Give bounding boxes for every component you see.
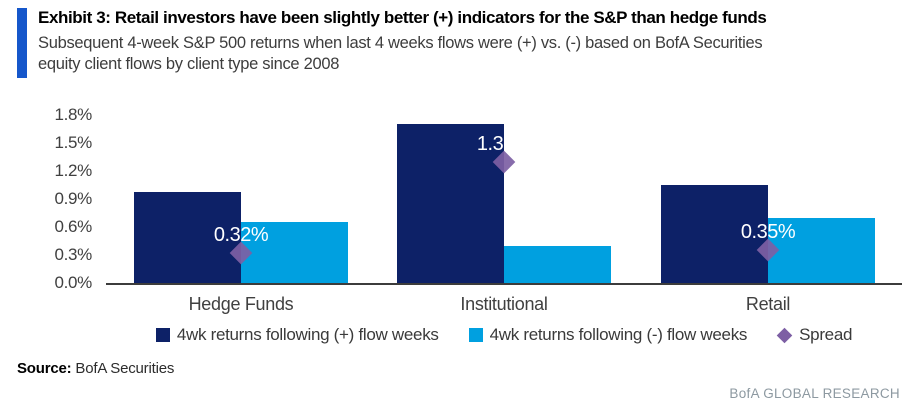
y-axis-tick-label: 0.3% [54, 245, 92, 264]
y-axis-tick-label: 0.6% [54, 217, 92, 236]
exhibit-accent-bar [17, 8, 27, 78]
brand-footer: BofA GLOBAL RESEARCH [729, 386, 900, 401]
spread-value-label: 0.32% [213, 224, 269, 247]
y-axis-tick-label: 1.2% [54, 161, 92, 180]
bar-negative-1 [504, 245, 611, 283]
spread-value-label: 0.35% [740, 221, 796, 244]
source-line: Source: BofA Securities [17, 360, 174, 377]
bar-positive-1 [397, 124, 504, 283]
source-label: Source: [17, 360, 72, 377]
subtitle-line-1: Subsequent 4-week S&P 500 returns when l… [38, 34, 763, 52]
legend-label-positive: 4wk returns following (+) flow weeks [176, 325, 439, 344]
x-axis-line [106, 283, 902, 285]
x-axis-category-label: Institutional [460, 294, 548, 314]
bar-positive-0 [134, 192, 241, 283]
bar-negative-2 [768, 217, 875, 283]
exhibit-subtitle: Subsequent 4-week S&P 500 returns when l… [38, 33, 883, 75]
legend-item-positive-flows: 4wk returns following (+) flow weeks [155, 325, 439, 345]
bar-positive-2 [661, 185, 768, 283]
legend-label-spread: Spread [799, 325, 853, 344]
exhibit-title: Exhibit 3: Retail investors have been sl… [38, 8, 767, 27]
x-axis-category-label: Retail [745, 294, 791, 314]
legend-item-spread: Spread [776, 325, 853, 345]
purple-diamond-icon [776, 327, 793, 343]
y-axis-tick-label: 0.9% [54, 189, 92, 208]
chart-legend: 4wk returns following (+) flow weeks 4wk… [108, 325, 900, 345]
y-axis-tick-label: 1.5% [54, 133, 92, 152]
spread-value-label: 1.30% [476, 132, 532, 155]
bar-negative-0 [241, 222, 348, 283]
y-axis-tick-label: 0.0% [54, 273, 92, 292]
legend-item-negative-flows: 4wk returns following (-) flow weeks [468, 325, 748, 345]
subtitle-line-2: equity client flows by client type since… [38, 55, 340, 73]
blue-square-icon [468, 328, 483, 342]
x-axis-category-label: Hedge Funds [188, 294, 294, 314]
legend-label-negative: 4wk returns following (-) flow weeks [489, 325, 748, 344]
y-axis-tick-label: 1.8% [54, 105, 92, 124]
source-text: BofA Securities [75, 360, 175, 377]
navy-square-icon [155, 328, 170, 342]
